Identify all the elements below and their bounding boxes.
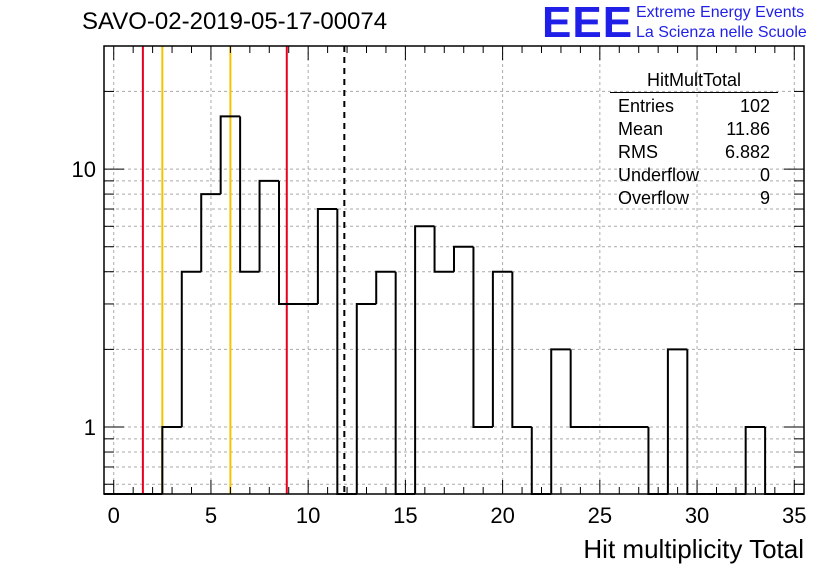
histogram-bin: [200, 193, 221, 272]
axis-ticks: [104, 45, 804, 494]
stats-title: HitMultTotal: [610, 70, 778, 93]
y-tick-label: 10: [72, 157, 96, 182]
x-tick-label: 35: [782, 503, 806, 528]
x-tick-label: 5: [205, 503, 217, 528]
histogram-bin: [161, 426, 182, 494]
histogram-bin: [316, 208, 338, 304]
eee-logo-line1: Extreme Energy Events: [636, 4, 805, 21]
stats-value: 0: [759, 165, 770, 185]
histogram-bin: [550, 348, 571, 494]
histogram-bin: [744, 426, 766, 494]
marker-lines: [141, 46, 346, 494]
stats-label: Overflow: [618, 188, 690, 208]
stats-row-mean: Mean 11.86: [610, 118, 778, 141]
histogram-bin: [453, 245, 474, 272]
stats-label: Mean: [618, 119, 664, 139]
eee-logo: EEE: [542, 0, 634, 47]
histogram-bin: [278, 180, 299, 305]
histogram-bin: [433, 226, 454, 273]
histogram-bin: [375, 270, 396, 304]
stats-row-rms: RMS 6.882: [610, 141, 778, 164]
stats-value: 11.86: [726, 119, 770, 139]
run-title: SAVO-02-2019-05-17-00074: [82, 8, 388, 35]
stats-label: Entries: [618, 96, 675, 116]
stats-box: HitMultTotal Entries 102 Mean 11.86 RMS …: [610, 70, 778, 210]
stats-label: Underflow: [618, 165, 700, 185]
stats-row-underflow: Underflow 0: [610, 164, 778, 187]
stats-row-entries: Entries 102: [610, 95, 778, 118]
histogram-bin: [180, 270, 202, 428]
stats-row-overflow: Overflow 9: [610, 187, 778, 210]
x-tick-label: 0: [108, 503, 120, 528]
stats-label: RMS: [618, 142, 658, 162]
histogram-bin: [764, 427, 785, 495]
eee-logo-line2: La Scienza nelle Scuole: [636, 24, 807, 41]
histogram-bin: [666, 348, 688, 494]
x-tick-label: 25: [588, 503, 612, 528]
stats-value: 6.882: [724, 142, 770, 162]
histogram-bin: [491, 270, 513, 428]
x-tick-label: 10: [296, 503, 320, 528]
stats-value: 9: [759, 188, 770, 208]
histogram-bin: [511, 271, 532, 429]
histogram-bin: [336, 209, 357, 495]
stats-value: 102: [739, 96, 770, 116]
axis-labels: 0 5 10 15 20 25 30 35 1 10 Hit multiplicity Total: [72, 157, 807, 564]
y-tick-label: 1: [84, 415, 96, 440]
histogram-bin: [219, 115, 241, 195]
x-tick-label: 30: [685, 503, 709, 528]
histogram-bin: [258, 179, 279, 272]
plot-frame: [103, 45, 805, 495]
histogram-bin: [355, 302, 377, 494]
histogram-bin: [569, 349, 591, 429]
histogram-bin: [472, 246, 493, 429]
x-axis-title: Hit multiplicity Total: [583, 534, 804, 564]
x-tick-label: 15: [393, 503, 417, 528]
x-tick-label: 20: [490, 503, 514, 528]
histogram-bin: [414, 225, 435, 494]
histogram-bin: [239, 116, 260, 273]
